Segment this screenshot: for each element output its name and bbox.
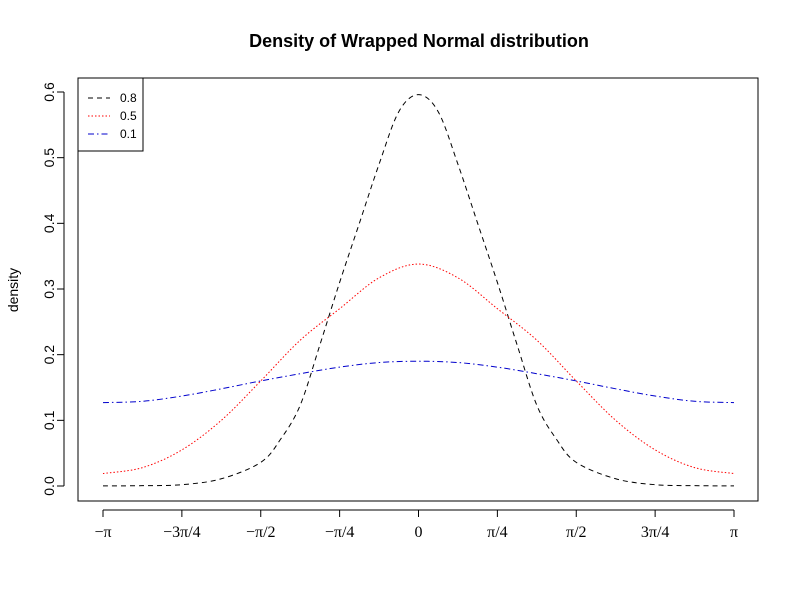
x-tick-label: −π/2	[246, 524, 276, 541]
legend: 0.8 0.5 0.1	[77, 77, 144, 152]
y-tick-label: 0.5	[41, 148, 57, 168]
x-tick-label: −π/4	[325, 524, 355, 541]
x-tick-label: 0	[415, 524, 423, 541]
y-tick-label: 0.2	[41, 345, 57, 365]
series-line-0.5	[102, 263, 735, 475]
y-tick-label: 0.3	[41, 279, 57, 299]
series-line-0.1	[102, 360, 735, 404]
x-tick-label: π	[730, 524, 738, 541]
x-tick-label: π/2	[566, 524, 587, 541]
series-layer	[102, 94, 735, 487]
x-tick-label: −π	[94, 524, 111, 541]
legend-box	[77, 77, 144, 152]
chart-title: Density of Wrapped Normal distribution	[249, 31, 589, 51]
legend-label: 0.5	[120, 109, 137, 123]
y-tick-label: 0.1	[41, 410, 57, 430]
y-tick-label: 0.4	[41, 213, 57, 233]
x-tick-label: 3π/4	[641, 524, 670, 541]
x-tick-label: π/4	[487, 524, 508, 541]
plot-area-border	[77, 77, 759, 502]
series-line-0.8	[102, 94, 735, 487]
legend-label: 0.1	[120, 127, 137, 141]
axes-layer: −π −3π/4 −π/2 −π/4 0 π/4 π/2 3π/4 π 0.0 0.1 0.2 0.3 0…	[41, 82, 738, 541]
legend-label: 0.8	[120, 91, 137, 105]
x-tick-label: −3π/4	[163, 524, 201, 541]
y-tick-label: 0.6	[41, 82, 57, 102]
y-tick-label: 0.0	[41, 476, 57, 496]
y-axis-label: density	[5, 268, 21, 312]
